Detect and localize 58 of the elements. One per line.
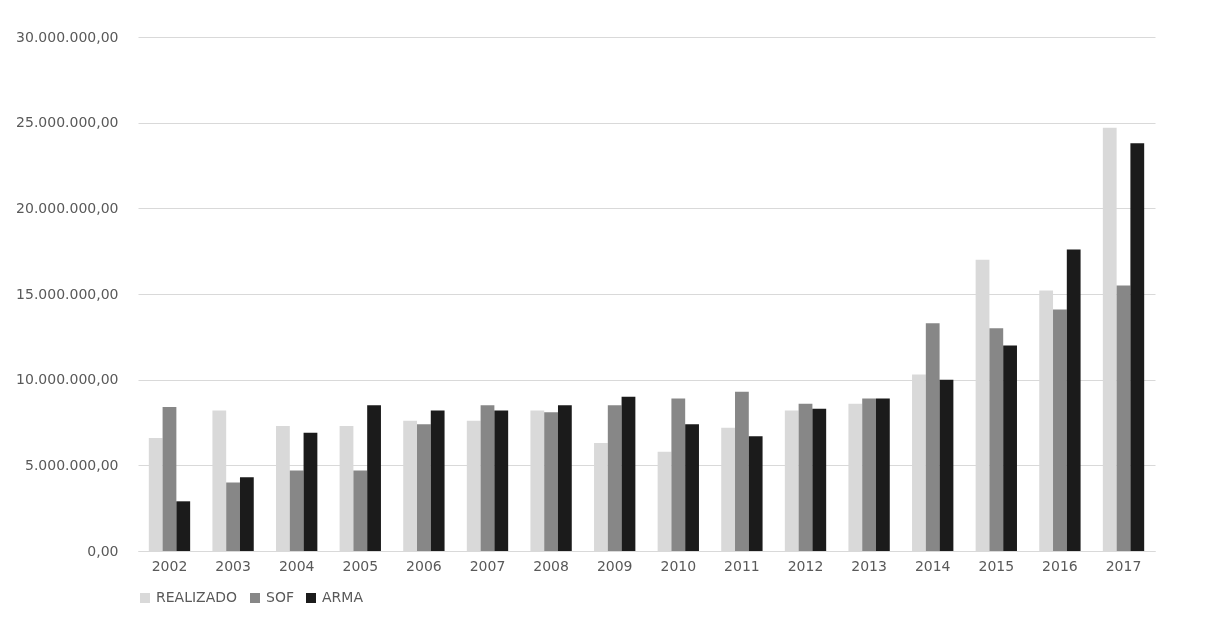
x-tick-label: 2010	[660, 557, 697, 574]
y-tick-label: 10.000.000,00	[16, 371, 119, 388]
y-tick-label: 15.000.000,00	[16, 285, 119, 302]
legend-label: SOF	[266, 589, 294, 605]
bar	[735, 391, 749, 551]
legend-label: ARMA	[322, 589, 364, 605]
x-tick-label: 2006	[406, 557, 442, 574]
bar	[544, 412, 558, 551]
x-tick-label: 2005	[342, 557, 379, 574]
x-tick-label: 2011	[724, 557, 760, 574]
y-tick-label: 0,00	[87, 542, 119, 559]
x-tick-label: 2008	[533, 557, 569, 574]
bar	[925, 323, 940, 551]
bar	[353, 470, 368, 551]
bar	[480, 405, 495, 551]
bar	[557, 405, 572, 551]
x-tick-label: 2013	[851, 557, 887, 574]
x-tick-label: 2004	[278, 557, 315, 574]
legend-label: REALIZADO	[156, 589, 238, 605]
y-tick-label: 5.000.000,00	[24, 456, 119, 473]
bar	[798, 403, 813, 551]
x-tick-label: 2017	[1105, 557, 1142, 574]
bar	[176, 501, 191, 551]
y-tick-label: 20.000.000,00	[16, 199, 119, 216]
x-tick-label: 2009	[596, 557, 633, 574]
bar	[812, 408, 827, 551]
bar	[748, 436, 763, 551]
x-tick-label: 2002	[151, 557, 188, 574]
bar	[685, 424, 699, 551]
bar	[1066, 249, 1081, 551]
bar	[162, 407, 177, 551]
bar	[303, 432, 318, 551]
bar	[494, 410, 509, 551]
x-tick-label: 2016	[1042, 557, 1078, 574]
y-tick-label: 30.000.000,00	[16, 28, 119, 45]
bar	[876, 398, 890, 551]
bar	[621, 396, 636, 551]
x-tick-label: 2003	[215, 557, 251, 574]
bar	[289, 470, 304, 551]
x-tick-label: 2015	[978, 557, 1015, 574]
bar	[1003, 345, 1017, 551]
bar	[607, 405, 622, 551]
bar	[862, 398, 876, 551]
bar	[417, 424, 431, 551]
y-tick-label: 25.000.000,00	[16, 114, 119, 131]
bar	[1130, 143, 1145, 551]
bar	[989, 328, 1004, 551]
bar	[239, 477, 254, 551]
x-tick-label: 2014	[914, 557, 951, 574]
x-tick-label: 2007	[469, 557, 506, 574]
bar	[939, 379, 954, 551]
bar	[226, 482, 240, 551]
bar	[1053, 309, 1067, 551]
bar	[1116, 285, 1131, 551]
bar	[430, 410, 445, 551]
bar	[367, 405, 381, 551]
x-tick-label: 2012	[787, 557, 824, 574]
bar	[671, 398, 686, 551]
